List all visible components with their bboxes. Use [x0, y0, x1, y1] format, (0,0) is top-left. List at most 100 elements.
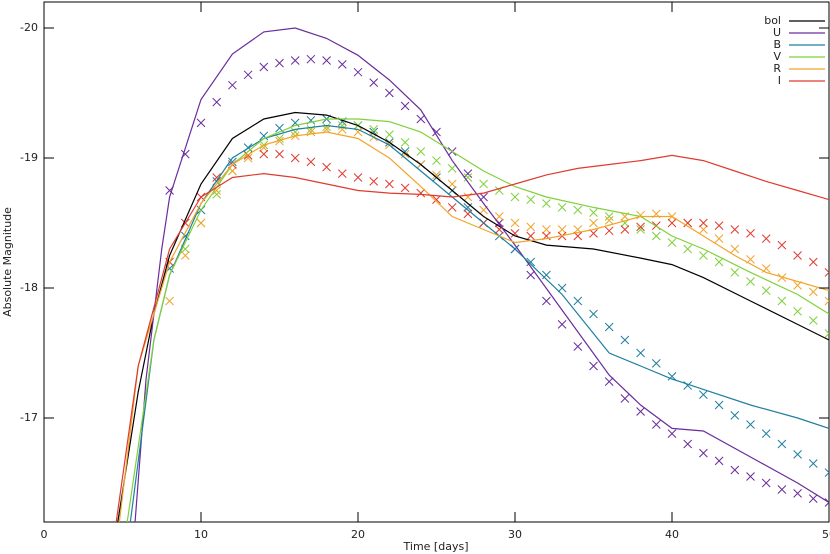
- data-marker: [667, 218, 677, 228]
- data-marker: [557, 225, 567, 234]
- data-marker: [322, 122, 331, 132]
- data-marker: [275, 136, 284, 146]
- data-marker: [746, 229, 755, 238]
- data-marker: [369, 177, 379, 186]
- data-marker: [416, 188, 426, 198]
- data-marker: [385, 179, 394, 189]
- data-marker: [542, 296, 551, 306]
- data-marker: [259, 143, 269, 152]
- data-marker: [589, 309, 598, 319]
- data-marker: [777, 485, 787, 494]
- y-tick-label: -20: [20, 21, 38, 34]
- data-marker: [526, 270, 536, 280]
- data-line: [126, 118, 829, 522]
- data-marker: [353, 67, 363, 77]
- data-marker: [824, 498, 829, 507]
- data-marker: [620, 335, 630, 345]
- data-marker: [808, 494, 818, 503]
- x-tick-label: 40: [665, 528, 679, 541]
- data-marker: [604, 226, 614, 236]
- data-marker: [604, 212, 614, 221]
- data-marker: [196, 218, 206, 228]
- y-tick-label: -19: [20, 151, 38, 164]
- data-marker: [589, 361, 598, 371]
- data-marker: [557, 320, 567, 329]
- data-marker: [667, 238, 677, 247]
- data-marker: [400, 101, 410, 111]
- data-marker: [620, 394, 630, 403]
- data-line: [129, 124, 829, 522]
- data-marker: [636, 225, 645, 234]
- data-marker: [212, 97, 222, 107]
- data-marker: [526, 257, 536, 267]
- legend-label: I: [778, 74, 781, 87]
- data-marker: [730, 411, 740, 420]
- data-marker: [432, 195, 441, 204]
- data-marker: [463, 209, 473, 219]
- data-marker: [557, 283, 567, 293]
- data-marker: [494, 212, 504, 221]
- data-marker: [259, 62, 269, 72]
- x-tick-label: 10: [194, 528, 208, 541]
- data-marker: [683, 218, 693, 228]
- data-marker: [432, 127, 441, 137]
- data-marker: [761, 234, 771, 243]
- data-marker: [683, 439, 693, 449]
- data-marker: [699, 448, 708, 458]
- x-tick-label: 0: [41, 528, 48, 541]
- data-marker: [447, 164, 457, 173]
- data-marker: [243, 153, 253, 163]
- legend-label: bol: [764, 14, 781, 27]
- data-marker: [683, 244, 693, 254]
- data-marker: [337, 60, 347, 69]
- data-marker: [385, 130, 394, 139]
- data-marker: [306, 157, 316, 167]
- data-marker: [746, 472, 755, 481]
- data-marker: [447, 179, 457, 189]
- data-marker: [416, 147, 426, 156]
- data-marker: [542, 270, 551, 280]
- data-marker: [353, 173, 363, 182]
- data-marker: [290, 56, 300, 65]
- data-marker: [447, 203, 457, 212]
- data-marker: [793, 307, 802, 316]
- data-marker: [761, 429, 771, 438]
- data-marker: [808, 287, 818, 297]
- data-line: [134, 27, 829, 522]
- data-marker: [761, 286, 771, 295]
- data-marker: [636, 222, 645, 232]
- data-marker: [604, 377, 614, 386]
- data-marker: [777, 296, 787, 306]
- data-marker: [165, 296, 174, 306]
- data-marker: [667, 429, 677, 438]
- data-marker: [730, 225, 740, 234]
- data-marker: [432, 156, 441, 165]
- data-marker: [290, 153, 300, 163]
- x-tick-label: 20: [351, 528, 365, 541]
- data-marker: [651, 231, 661, 241]
- data-marker: [494, 225, 504, 234]
- data-marker: [275, 149, 284, 159]
- data-marker: [651, 359, 661, 368]
- data-marker: [510, 192, 520, 202]
- plot-frame: [43, 1, 830, 523]
- data-marker: [510, 218, 520, 228]
- data-marker: [526, 231, 536, 241]
- data-marker: [463, 173, 473, 182]
- data-marker: [714, 234, 724, 243]
- data-marker: [808, 459, 818, 468]
- data-marker: [573, 342, 583, 351]
- data-marker: [730, 268, 740, 277]
- data-marker: [290, 118, 300, 128]
- data-marker: [620, 225, 630, 234]
- data-marker: [777, 240, 787, 250]
- data-marker: [463, 203, 473, 212]
- data-marker: [322, 56, 331, 65]
- data-marker: [824, 329, 829, 338]
- legend-label: V: [773, 50, 781, 63]
- data-marker: [557, 203, 567, 212]
- data-marker: [824, 296, 829, 306]
- data-marker: [228, 157, 237, 167]
- data-marker: [542, 225, 551, 234]
- legend-label: U: [773, 26, 781, 39]
